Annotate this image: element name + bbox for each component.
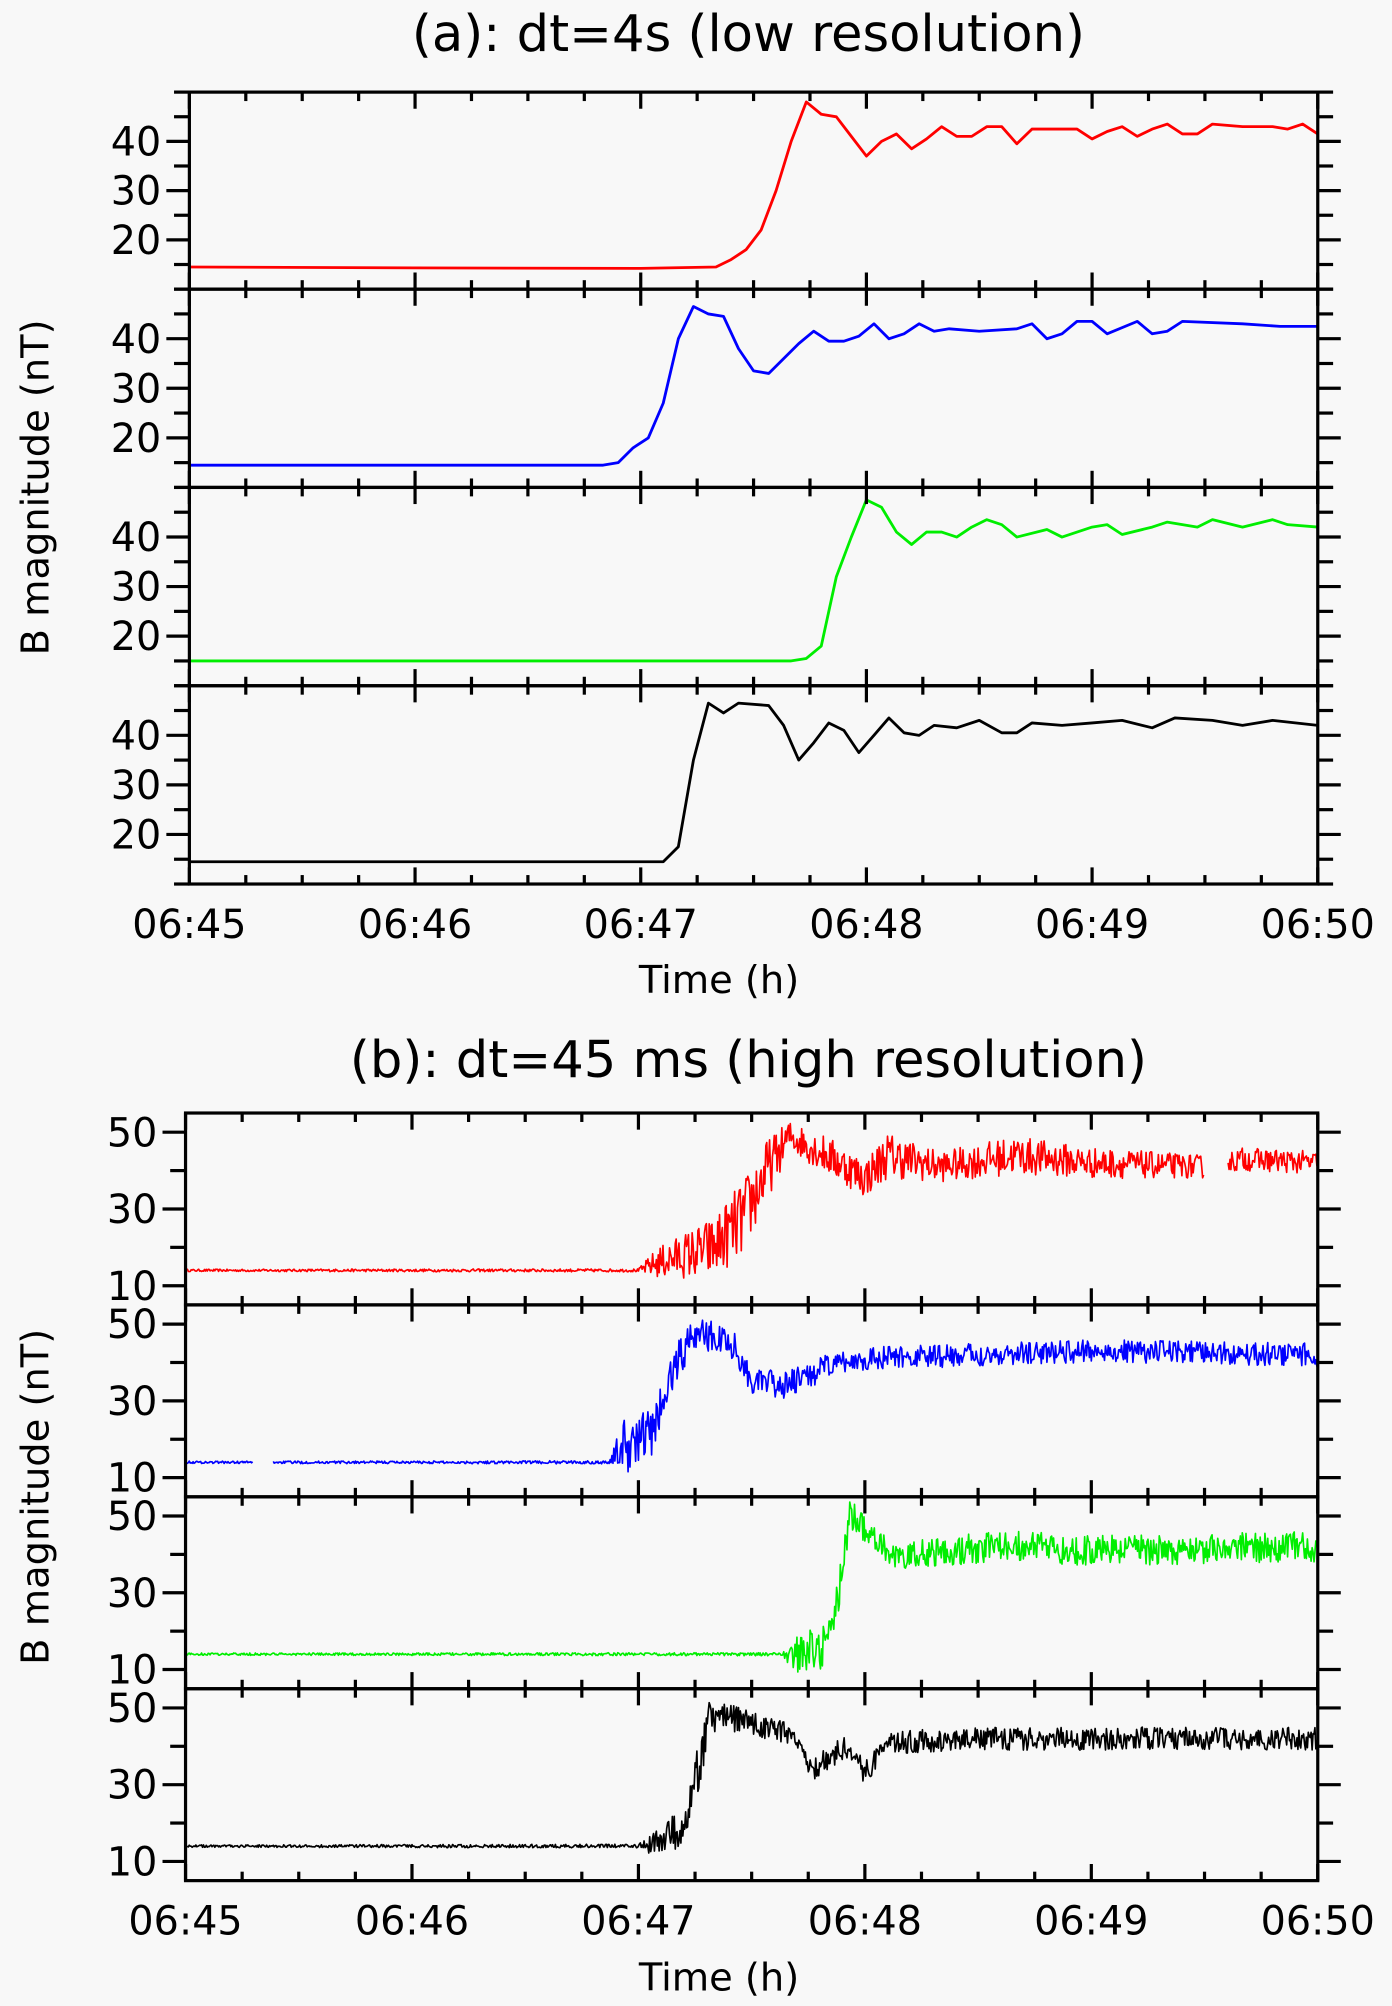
x-tick-label: 06:50 (1261, 902, 1375, 948)
y-tick-label: 10 (107, 1648, 157, 1694)
subplot-frame (187, 287, 1320, 490)
y-tick-label: 50 (107, 1686, 157, 1732)
y-tick-label: 20 (111, 416, 161, 462)
x-tick-label: 06:45 (132, 902, 246, 948)
subplot-frame (187, 90, 1320, 291)
panel-b-y-axis-label: B magnitude (nT) (14, 1329, 59, 1665)
series-line-panel-4 (189, 701, 1318, 864)
subplot-frame (187, 684, 1320, 886)
panel-a-title: (a): dt=4s (low resolution) (412, 5, 1085, 64)
series-line-panel-4 (185, 1701, 1319, 1854)
x-tick-label: 06:45 (128, 1898, 242, 1944)
subplot-frame (183, 1495, 1320, 1691)
x-tick-label: 06:49 (1034, 1898, 1148, 1944)
x-tick-label: 06:47 (581, 1898, 695, 1944)
y-tick-label: 30 (111, 565, 161, 611)
subplot-frame (187, 485, 1320, 688)
series-line-panel-2 (185, 1319, 1319, 1473)
y-tick-label: 40 (111, 713, 161, 759)
x-tick-label: 06:48 (808, 1898, 922, 1944)
panel-b-title: (b): dt=45 ms (high resolution) (350, 1031, 1147, 1090)
x-tick-label: 06:49 (1035, 902, 1149, 948)
y-tick-label: 30 (111, 366, 161, 412)
panel-a-x-axis-label: Time (h) (638, 958, 799, 1003)
y-tick-label: 20 (111, 813, 161, 859)
y-tick-label: 50 (107, 1494, 157, 1540)
x-tick-label: 06:47 (584, 902, 698, 948)
y-tick-label: 10 (107, 1264, 157, 1310)
series-line-panel-1 (189, 100, 1319, 270)
y-tick-label: 30 (111, 763, 161, 809)
y-tick-label: 10 (107, 1456, 157, 1502)
x-tick-label: 06:50 (1261, 1898, 1375, 1944)
y-tick-label: 30 (107, 1379, 157, 1425)
x-tick-label: 06:48 (809, 902, 923, 948)
y-tick-label: 20 (111, 614, 161, 660)
y-tick-label: 40 (111, 515, 161, 561)
series-line-panel-3 (185, 1501, 1319, 1673)
y-tick-label: 30 (111, 169, 161, 215)
y-tick-label: 20 (111, 218, 161, 264)
panel-a-y-axis-label: B magnitude (nT) (14, 319, 59, 655)
subplot-frame (183, 1303, 1320, 1499)
y-tick-label: 30 (107, 1571, 157, 1617)
y-tick-label: 50 (107, 1110, 157, 1156)
series-line-panel-2 (189, 305, 1318, 467)
x-tick-label: 06:46 (355, 1898, 469, 1944)
y-tick-label: 40 (111, 317, 161, 363)
y-tick-label: 30 (107, 1763, 157, 1809)
y-tick-label: 10 (107, 1840, 157, 1886)
panel-b: (b): dt=45 ms (high resolution) B magnit… (14, 1031, 1375, 2000)
y-tick-label: 40 (111, 119, 161, 165)
panel-b-x-axis-label: Time (h) (638, 1956, 799, 2001)
panel-a: (a): dt=4s (low resolution) B magnitude … (14, 5, 1375, 1003)
x-tick-label: 06:46 (358, 902, 472, 948)
y-tick-label: 30 (107, 1187, 157, 1233)
y-tick-label: 50 (107, 1302, 157, 1348)
series-line-panel-1 (184, 1122, 1319, 1279)
series-line-panel-3 (189, 498, 1318, 663)
